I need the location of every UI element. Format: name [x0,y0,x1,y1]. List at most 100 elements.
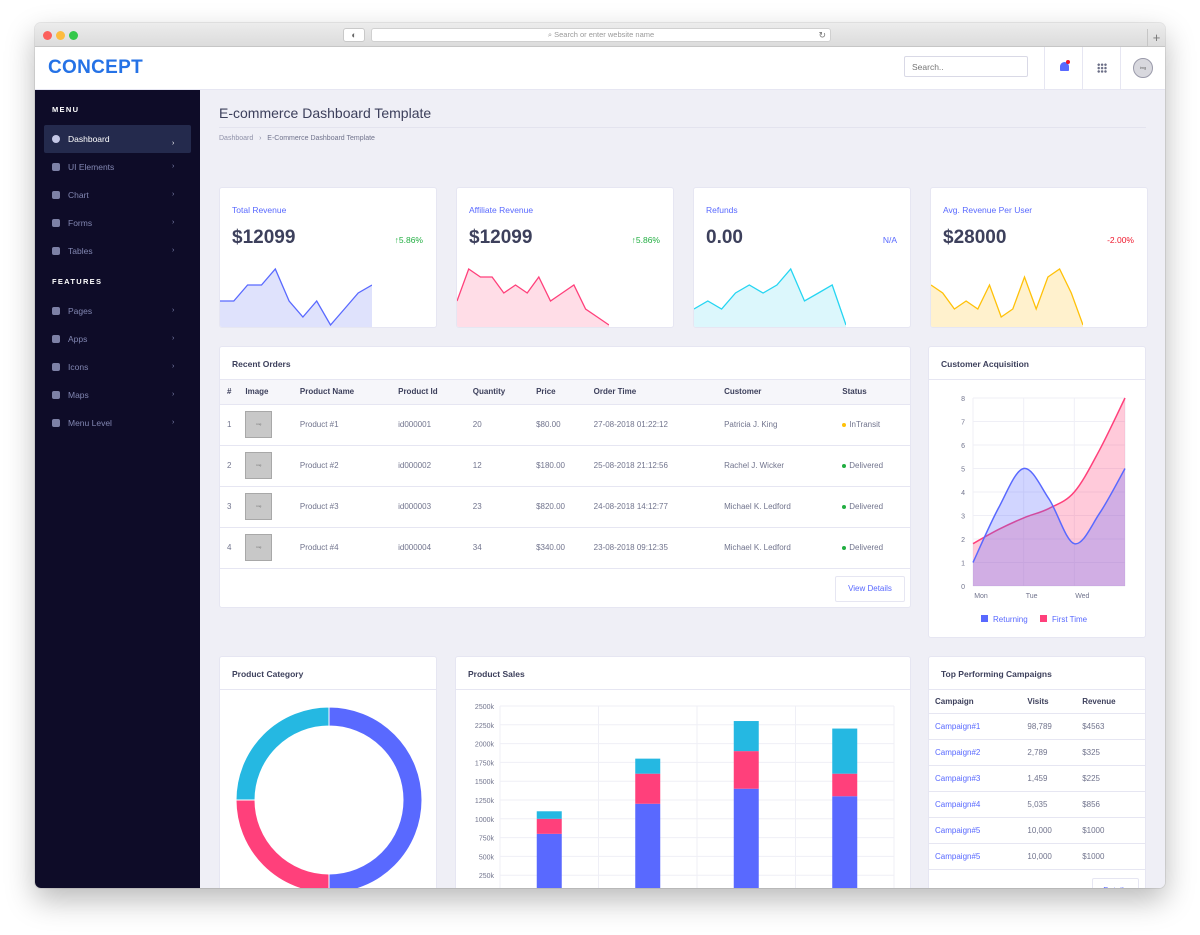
sidebar-item-label: UI Elements [68,162,115,172]
cell-text: id000003 [398,502,432,511]
notifications-button[interactable] [1044,47,1082,90]
campaign-visits: 2,789 [1021,739,1077,766]
kpi-value: $12099 [232,227,296,248]
x-tick-label: Mon [974,593,988,600]
bar-segment[interactable] [733,721,759,752]
close-window-button[interactable] [43,31,52,40]
privacy-icon[interactable]: ◐ [343,28,365,42]
bar-segment[interactable] [832,796,858,888]
cell-text: $340.00 [536,543,565,552]
brand-logo[interactable]: CONCEPT [48,57,143,78]
status-badge: Delivered [849,461,884,470]
legend-swatch-first-time [1040,615,1047,622]
file-icon [52,307,60,315]
table-row[interactable]: Campaign#4 5,035 $856 [929,791,1145,818]
chevron-right-icon: › [172,363,175,370]
apps-button[interactable] [1082,47,1120,90]
chevron-right-icon: › [172,419,175,426]
sidebar-item-maps[interactable]: Maps › [44,381,191,409]
sidebar-item-label: Maps [68,390,89,400]
dashboard-icon [52,135,60,143]
bar-segment[interactable] [635,758,661,774]
campaign-name-link[interactable]: Campaign#3 [929,765,1022,792]
legend-label-returning[interactable]: Returning [993,615,1028,624]
cell-text: 23-08-2018 09:12:35 [593,543,668,552]
series-area-first-time [973,398,1125,586]
zoom-window-button[interactable] [69,31,78,40]
minimize-window-button[interactable] [56,31,65,40]
campaign-name-link[interactable]: Campaign#4 [929,791,1022,818]
new-tab-button[interactable]: + [1147,29,1165,47]
breadcrumb-link-dashboard[interactable]: Dashboard [219,135,254,142]
bar-segment[interactable] [832,773,858,797]
cell-text: $180.00 [536,461,565,470]
table-row[interactable]: 2 img Product #2 id000002 12 $180.00 25-08-201… [220,445,910,487]
kpi-delta: N/A [883,235,897,245]
product-category-donut-chart [235,706,423,888]
table-row[interactable]: Campaign#1 98,789 $4563 [929,713,1145,740]
avatar: img [1133,58,1153,78]
sidebar-item-tables[interactable]: Tables › [44,237,191,265]
breadcrumb-separator-icon: › [255,135,266,142]
legend-label-first-time[interactable]: First Time [1052,615,1088,624]
sidebar-item-menu-level[interactable]: Menu Level › [44,409,191,437]
table-row[interactable]: 3 img Product #3 id000003 23 $820.00 24-08-201… [220,486,910,528]
bar-segment[interactable] [536,833,562,888]
bar-segment[interactable] [536,818,562,834]
kpi-delta: ↑5.86% [632,235,660,245]
table-cell-name: Product #3 [292,486,392,528]
sidebar-item-chart[interactable]: Chart › [44,181,191,209]
bar-segment[interactable] [832,728,858,774]
campaigns-header: Top Performing Campaigns [929,657,1145,690]
kpi-label: Affiliate Revenue [469,205,534,215]
product-thumbnail: img [245,452,273,479]
bar-segment[interactable] [733,788,759,888]
bar-segment[interactable] [635,773,661,804]
sidebar-item-forms[interactable]: Forms › [44,209,191,237]
campaign-name-link[interactable]: Campaign#5 [929,843,1022,870]
sidebar-item-apps[interactable]: Apps › [44,325,191,353]
campaign-name-link[interactable]: Campaign#5 [929,817,1022,844]
table-cell-qty: 23 [465,486,530,528]
search-input[interactable] [904,56,1028,77]
view-details-button[interactable]: View Details [835,576,905,602]
kpi-delta: ↑5.86% [395,235,423,245]
sidebar-item-ui-elements[interactable]: UI Elements › [44,153,191,181]
table-cell-n: 1 [220,404,239,446]
status-badge: Delivered [849,543,884,552]
table-row[interactable]: Campaign#2 2,789 $325 [929,739,1145,766]
table-cell-name: Product #1 [292,404,392,446]
y-tick-label: 0 [961,584,965,591]
kpi-card-1: Total Revenue $12099 ↑5.86% [219,187,437,328]
reload-icon[interactable]: ↻ [818,30,826,40]
orders-column-header: Product Id [391,380,466,405]
campaign-details-button[interactable]: Details [1092,878,1139,888]
y-tick-label: 1500k [475,779,495,786]
sidebar-item-dashboard[interactable]: Dashboard › [44,125,191,153]
table-row[interactable]: Campaign#5 10,000 $1000 [929,817,1145,844]
donut-slice[interactable] [235,706,330,801]
bar-segment[interactable] [536,811,562,819]
status-dot [842,545,847,550]
product-thumbnail: img [245,493,273,520]
pie-chart-icon [52,191,60,199]
donut-slice[interactable] [235,799,330,888]
table-row[interactable]: Campaign#5 10,000 $1000 [929,843,1145,870]
bar-segment[interactable] [733,751,759,789]
campaign-name-link[interactable]: Campaign#2 [929,739,1022,766]
user-menu-button[interactable]: img [1120,47,1158,90]
kpi-value: $12099 [469,227,533,248]
bar-segment[interactable] [635,803,661,888]
table-row[interactable]: 1 img Product #1 id000001 20 $80.00 27-08-2018… [220,404,910,446]
table-row[interactable]: Campaign#3 1,459 $225 [929,765,1145,792]
campaign-revenue: $225 [1076,765,1145,792]
status-dot [842,504,847,509]
campaigns-title: Top Performing Campaigns [941,669,1052,679]
donut-slice[interactable] [328,706,423,888]
top-header: CONCEPT img [35,47,1165,90]
address-bar[interactable]: ⌕ Search or enter website name ↻ [371,28,831,42]
sidebar-item-icons[interactable]: Icons › [44,353,191,381]
table-row[interactable]: 4 img Product #4 id000004 34 $340.00 23-08-201… [220,527,910,569]
campaign-name-link[interactable]: Campaign#1 [929,713,1022,740]
sidebar-item-pages[interactable]: Pages › [44,297,191,325]
